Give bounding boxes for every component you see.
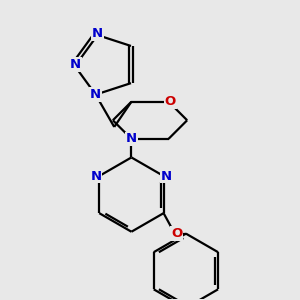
- Text: N: N: [161, 169, 172, 182]
- Text: N: N: [126, 132, 137, 146]
- Text: O: O: [171, 227, 182, 240]
- Text: O: O: [165, 95, 176, 108]
- Text: N: N: [92, 27, 103, 40]
- Text: N: N: [90, 88, 101, 101]
- Text: N: N: [70, 58, 81, 71]
- Text: N: N: [91, 169, 102, 182]
